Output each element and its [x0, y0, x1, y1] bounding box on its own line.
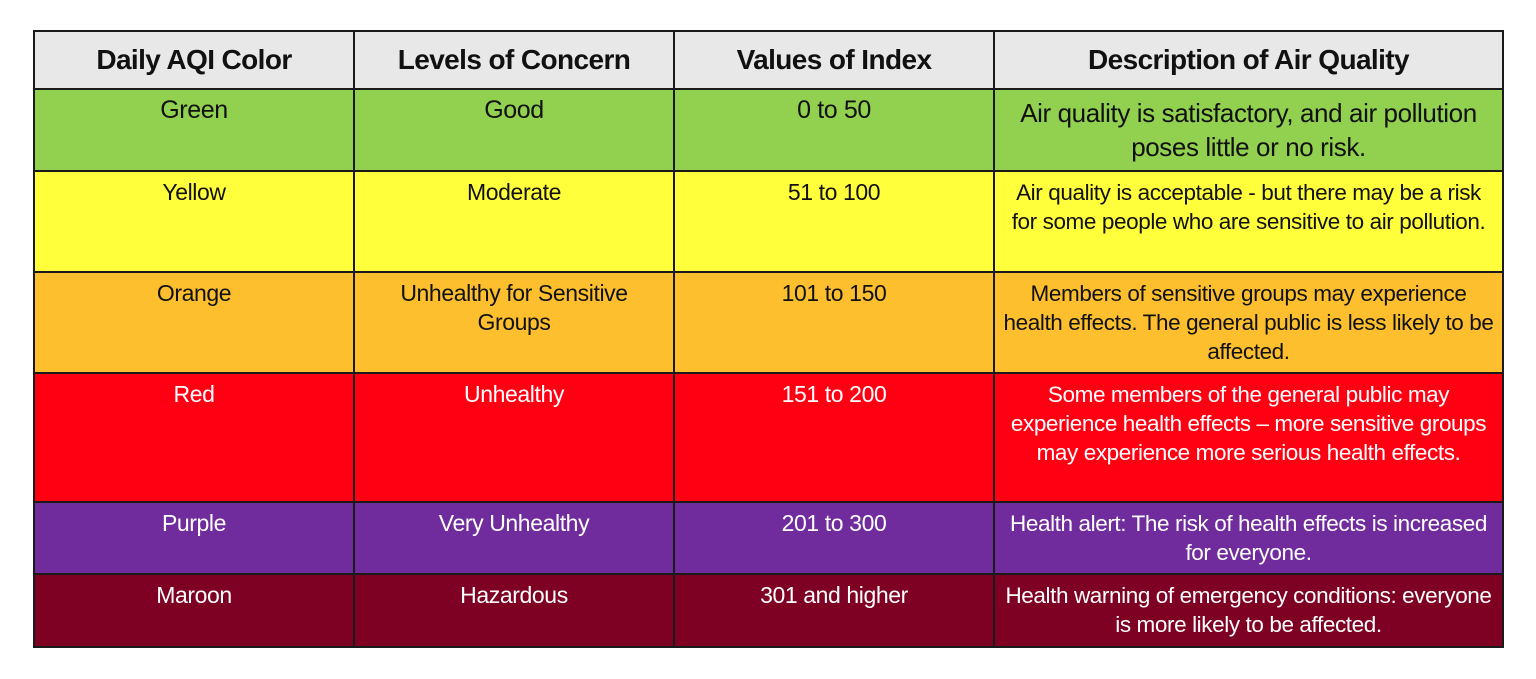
- level-of-concern-cell: Hazardous: [353, 573, 675, 648]
- header-values-of-index: Values of Index: [673, 30, 995, 90]
- description-cell: Some members of the general public may e…: [993, 372, 1504, 503]
- header-description: Description of Air Quality: [993, 30, 1504, 90]
- table-row: Green Good 0 to 50 Air quality is satisfact…: [33, 88, 1504, 172]
- header-row: Daily AQI Color Levels of Concern Values…: [33, 30, 1504, 90]
- description-cell: Health warning of emergency conditions: …: [993, 573, 1504, 648]
- level-of-concern-cell: Good: [353, 88, 675, 172]
- level-of-concern-cell: Unhealthy: [353, 372, 675, 503]
- index-values-cell: 301 and higher: [673, 573, 995, 648]
- index-values-cell: 51 to 100: [673, 170, 995, 273]
- level-of-concern-cell: Moderate: [353, 170, 675, 273]
- header-levels-of-concern: Levels of Concern: [353, 30, 675, 90]
- level-of-concern-cell: Unhealthy for Sensitive Groups: [353, 271, 675, 374]
- aqi-color-cell: Orange: [33, 271, 355, 374]
- index-values-cell: 151 to 200: [673, 372, 995, 503]
- aqi-color-cell: Red: [33, 372, 355, 503]
- aqi-color-cell: Yellow: [33, 170, 355, 273]
- index-values-cell: 201 to 300: [673, 501, 995, 575]
- description-cell: Air quality is satisfactory, and air pol…: [993, 88, 1504, 172]
- index-values-cell: 101 to 150: [673, 271, 995, 374]
- table-row: Orange Unhealthy for Sensitive Groups 101 …: [33, 271, 1504, 374]
- description-cell: Health alert: The risk of health effects…: [993, 501, 1504, 575]
- table-row: Yellow Moderate 51 to 100 Air quality is ac…: [33, 170, 1504, 273]
- description-cell: Members of sensitive groups may experien…: [993, 271, 1504, 374]
- header-daily-aqi-color: Daily AQI Color: [33, 30, 355, 90]
- aqi-color-cell: Maroon: [33, 573, 355, 648]
- index-values-cell: 0 to 50: [673, 88, 995, 172]
- aqi-color-cell: Purple: [33, 501, 355, 575]
- aqi-color-cell: Green: [33, 88, 355, 172]
- table-row: Maroon Hazardous 301 and higher Health warn…: [33, 573, 1504, 648]
- table-row: Red Unhealthy 151 to 200 Some members of th…: [33, 372, 1504, 503]
- table-row: Purple Very Unhealthy 201 to 300 Health ale…: [33, 501, 1504, 575]
- aqi-table: Daily AQI Color Levels of Concern Values…: [33, 30, 1504, 648]
- description-cell: Air quality is acceptable - but there ma…: [993, 170, 1504, 273]
- level-of-concern-cell: Very Unhealthy: [353, 501, 675, 575]
